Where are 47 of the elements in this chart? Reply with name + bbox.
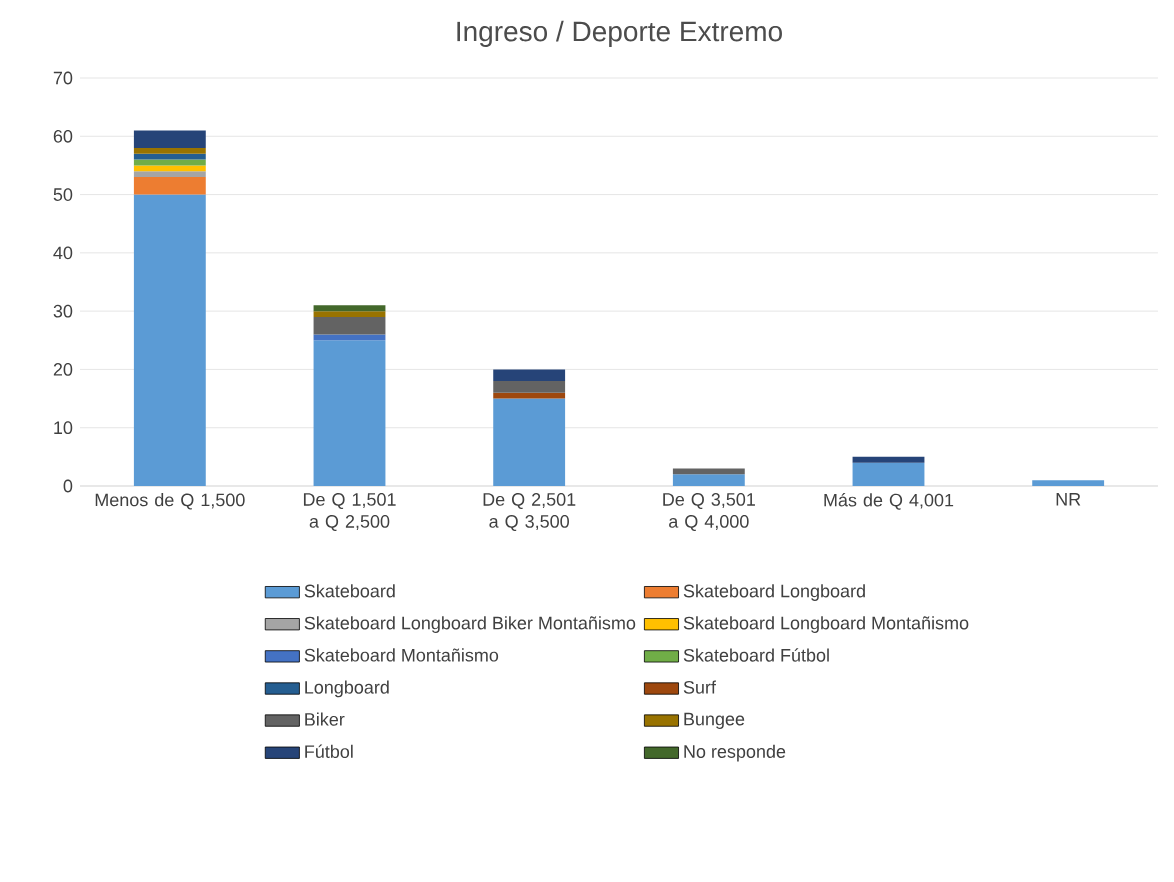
y-tick-label: 60 — [53, 129, 73, 143]
chart-title: Ingreso / Deporte Extremo — [457, 20, 782, 47]
y-tick-label: 0 — [63, 479, 73, 493]
bar — [313, 340, 386, 486]
legend-label: Skateboard Fútbol — [683, 648, 829, 662]
y-tick-label: 20 — [53, 363, 73, 376]
bar — [493, 398, 566, 486]
legend-label: Skateboard Longboard Biker Montañismo — [304, 616, 636, 633]
bar — [133, 165, 206, 172]
x-tick-label: Menos de Q 1,500 — [95, 493, 245, 510]
bar — [313, 316, 386, 335]
x-tick-label: De Q 1,501 a Q 2,500 — [303, 493, 396, 532]
legend-label: Skateboard Montañismo — [304, 648, 499, 662]
legend-label: Skateboard — [304, 584, 395, 598]
y-tick-label: 40 — [53, 246, 73, 260]
bar — [133, 171, 206, 178]
bar — [852, 456, 925, 463]
y-tick-label: 10 — [54, 421, 73, 435]
bar — [313, 305, 386, 312]
y-tick-label: 30 — [53, 304, 73, 318]
bar — [133, 177, 206, 195]
legend-label: No responde — [684, 744, 786, 762]
bar — [313, 334, 386, 341]
x-tick-label: De Q 2,501 a Q 3,500 — [483, 493, 576, 532]
legend-label: Bungee — [684, 712, 745, 729]
bar — [672, 474, 745, 486]
bar — [133, 147, 206, 154]
legend-label: Skateboard Longboard Montañismo — [683, 616, 969, 633]
y-tick-label: 70 — [53, 71, 73, 85]
bar — [493, 392, 566, 399]
bar — [1032, 480, 1105, 486]
bar — [313, 311, 386, 317]
bar — [493, 381, 566, 393]
legend-label: Longboard — [305, 680, 389, 698]
bar — [133, 194, 206, 486]
legend-label: Skateboard Longboard — [683, 584, 865, 601]
legend-label: Surf — [683, 680, 716, 694]
x-tick-label: NR — [1056, 493, 1081, 506]
bar — [133, 153, 206, 160]
y-tick-label: 50 — [53, 188, 73, 201]
legend-label: Biker — [305, 712, 345, 726]
bar — [133, 130, 206, 148]
legend-label: Fútbol — [305, 744, 353, 759]
bar — [493, 369, 566, 382]
bar — [852, 462, 925, 486]
x-tick-label: Más de Q 4,001 — [824, 493, 954, 510]
x-tick-label: De Q 3,501 a Q 4,000 — [663, 493, 755, 532]
